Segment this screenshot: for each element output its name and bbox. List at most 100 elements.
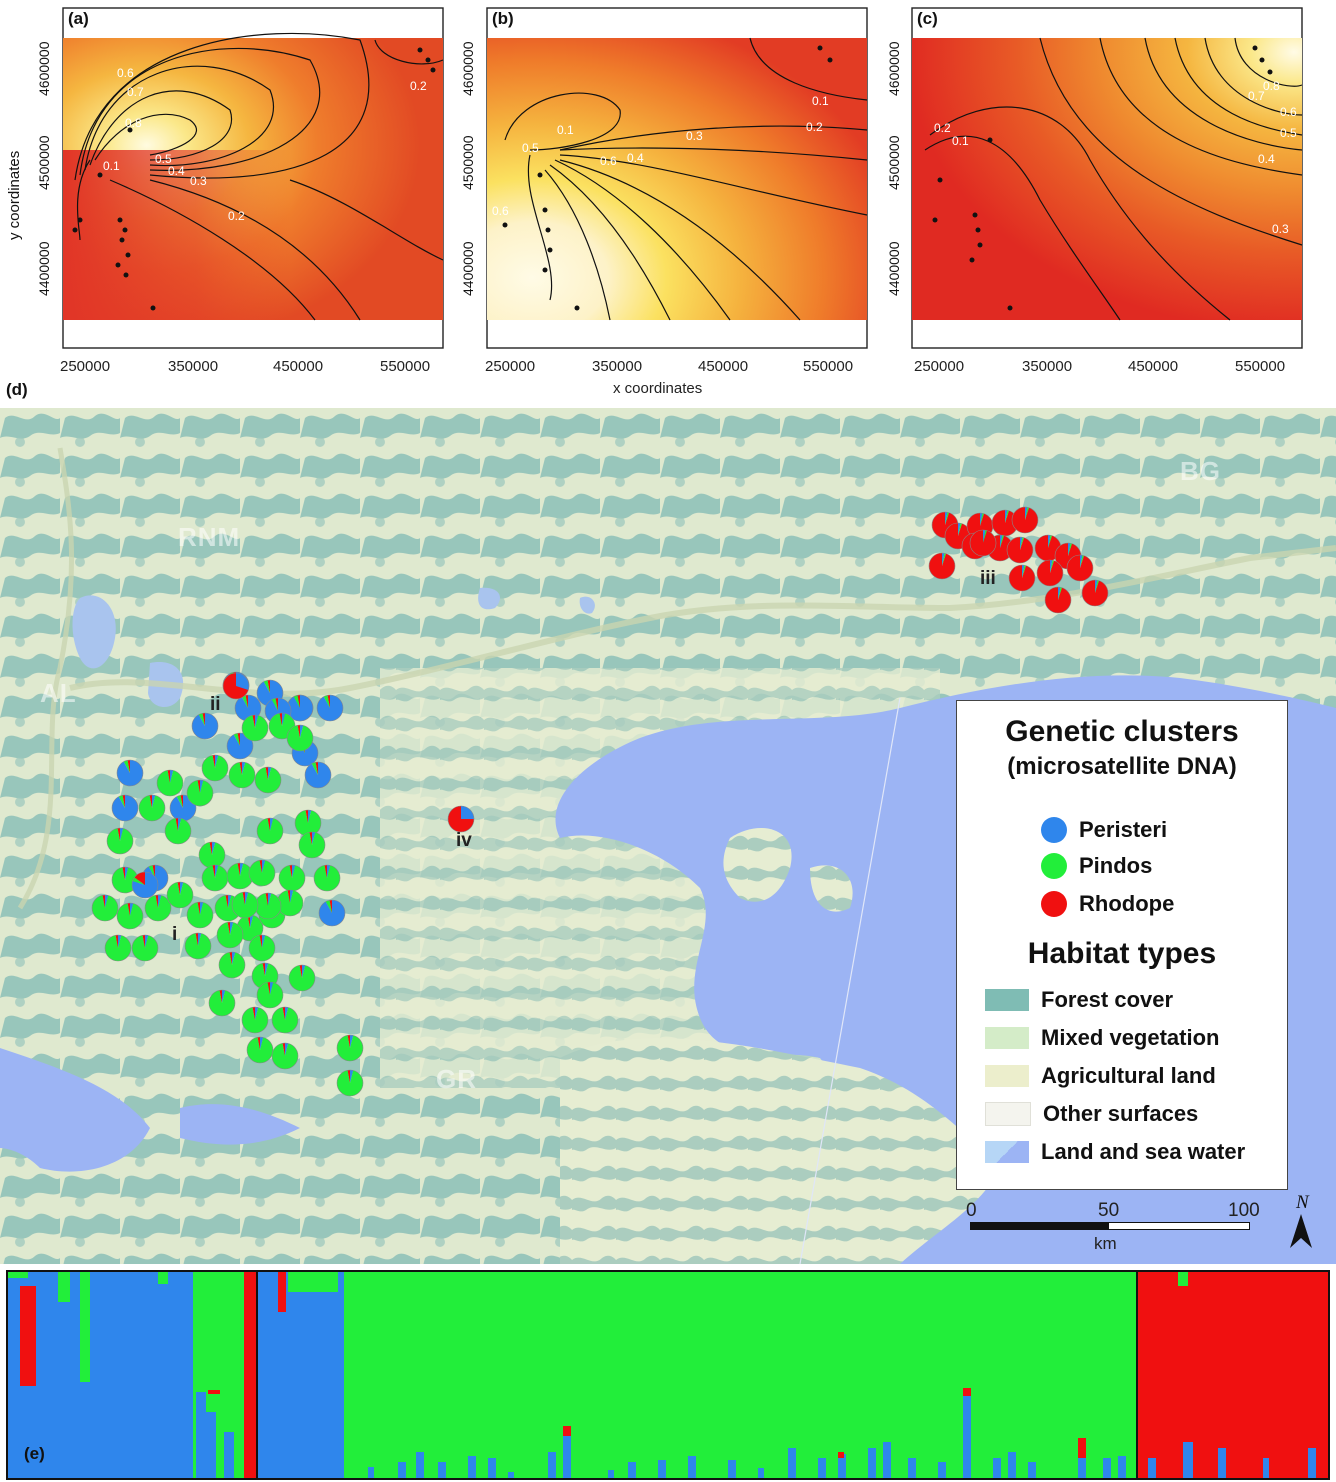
a-xtick-2: 450000 — [273, 358, 324, 375]
svg-text:0.5: 0.5 — [1280, 126, 1297, 140]
legend-subtitle: (microsatellite DNA) — [1007, 753, 1237, 780]
north-letter: N — [1296, 1192, 1309, 1213]
pie-marker — [222, 672, 250, 700]
structure-bar — [258, 1272, 344, 1478]
pie-marker — [254, 766, 282, 794]
country-label-al: AL — [40, 678, 77, 708]
scale-bar: 0 50 100 km — [966, 1200, 1260, 1256]
pie-marker — [201, 864, 229, 892]
pie-marker — [104, 934, 132, 962]
structure-panel: (e) — [6, 1270, 1330, 1480]
contour-svg: 0.60.7 0.80.5 0.40.3 0.10.2 0.2 — [62, 7, 1303, 349]
pie-marker — [138, 794, 166, 822]
structure-bar — [1308, 1448, 1316, 1478]
pie-marker — [156, 769, 184, 797]
pie-marker — [1006, 536, 1034, 564]
pie-marker — [316, 694, 344, 722]
structure-bar — [158, 1272, 168, 1284]
structure-bar — [1078, 1438, 1086, 1458]
pie-marker — [228, 761, 256, 789]
pie-marker — [1081, 579, 1109, 607]
pie-marker — [271, 1042, 299, 1070]
structure-bar — [468, 1456, 476, 1478]
pie-marker — [1066, 554, 1094, 582]
structure-bar — [80, 1272, 90, 1382]
structure-bar — [196, 1392, 206, 1478]
structure-bar — [728, 1460, 736, 1478]
north-arrow-icon — [1290, 1214, 1312, 1248]
pie-marker — [254, 892, 282, 920]
structure-bar — [938, 1462, 946, 1478]
pie-marker — [248, 934, 276, 962]
other-swatch — [985, 1102, 1031, 1126]
legend-cluster-rhodope: Rhodope — [1041, 891, 1174, 917]
panel-e-tag: (e) — [24, 1444, 45, 1463]
contour-panels: y coordinates — [0, 0, 1336, 405]
structure-bar — [244, 1272, 256, 1478]
pie-marker — [116, 759, 144, 787]
c-ytick-0: 4600000 — [886, 41, 902, 96]
svg-text:0.1: 0.1 — [812, 94, 829, 108]
structure-bar — [1028, 1462, 1036, 1478]
a-ytick-2: 4400000 — [36, 241, 52, 296]
panel-d-tag: (d) — [6, 380, 28, 399]
pie-marker — [131, 934, 159, 962]
pie-marker — [271, 1006, 299, 1034]
country-label-rnm: RNM — [178, 522, 241, 552]
structure-bar — [868, 1448, 876, 1478]
svg-text:0.1: 0.1 — [103, 159, 120, 173]
legend-title: Genetic clusters — [1005, 715, 1239, 748]
svg-text:0.1: 0.1 — [952, 134, 969, 148]
pie-marker — [131, 871, 159, 899]
svg-text:0.6: 0.6 — [117, 66, 134, 80]
c-xtick-0: 250000 — [914, 358, 965, 375]
svg-text:0.6: 0.6 — [1280, 105, 1297, 119]
pie-marker — [116, 902, 144, 930]
svg-text:0.5: 0.5 — [522, 141, 539, 155]
pie-marker — [208, 989, 236, 1017]
svg-text:0.2: 0.2 — [410, 79, 427, 93]
structure-bar — [206, 1412, 216, 1478]
c-xtick-1: 350000 — [1022, 358, 1073, 375]
structure-bar — [1103, 1458, 1111, 1478]
pie-marker — [1036, 559, 1064, 587]
panel-b-tag: (b) — [492, 9, 514, 28]
structure-bar — [8, 1272, 193, 1478]
sample-points — [72, 45, 1273, 311]
pie-marker — [164, 817, 192, 845]
legend-cluster-peristeri: Peristeri — [1041, 817, 1167, 843]
legend-cluster-pindos: Pindos — [1041, 853, 1152, 879]
b-xtick-1: 350000 — [592, 358, 643, 375]
site-label-ii: ii — [210, 694, 221, 715]
panel-a-tag: (a) — [68, 9, 89, 28]
rhodope-swatch — [1041, 891, 1067, 917]
b-ytick-1: 4500000 — [460, 135, 476, 190]
pie-marker — [198, 841, 226, 869]
svg-text:0.3: 0.3 — [1272, 222, 1289, 236]
pie-marker — [248, 859, 276, 887]
svg-text:0.8: 0.8 — [125, 116, 142, 130]
structure-bar — [548, 1452, 556, 1478]
b-ytick-2: 4400000 — [460, 241, 476, 296]
c-ytick-1: 4500000 — [886, 135, 902, 190]
structure-bar — [688, 1456, 696, 1478]
structure-bar — [1078, 1442, 1086, 1478]
pie-marker — [234, 694, 262, 722]
pie-marker — [288, 964, 316, 992]
pie-marker — [447, 805, 475, 833]
structure-bar — [1136, 1272, 1138, 1478]
svg-text:0.5: 0.5 — [155, 152, 172, 166]
structure-bar — [993, 1458, 1001, 1478]
structure-bar — [608, 1470, 614, 1478]
legend-habitat-other: Other surfaces — [985, 1101, 1198, 1127]
site-label-iv: iv — [456, 830, 472, 851]
structure-bar — [563, 1430, 571, 1478]
pie-marker — [106, 827, 134, 855]
agri-label: Agricultural land — [1041, 1063, 1216, 1088]
water-label: Land and sea water — [1041, 1139, 1246, 1164]
panel-a: 0.6 0.7 0.8 0.5 0.4 0.3 0.1 0.2 0.2 — [62, 7, 444, 349]
a-ytick-0: 4600000 — [36, 41, 52, 96]
structure-bar — [758, 1468, 764, 1478]
a-xtick-1: 350000 — [168, 358, 219, 375]
legend-habitat-forest: Forest cover — [985, 987, 1173, 1013]
